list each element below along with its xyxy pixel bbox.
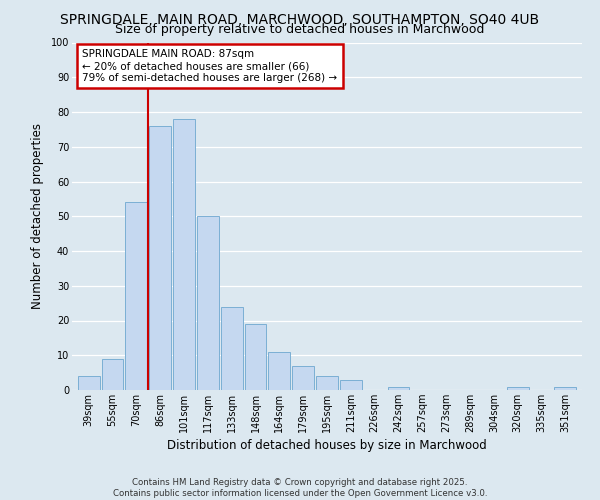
Bar bbox=[316, 376, 338, 390]
Bar bbox=[101, 358, 124, 390]
Bar bbox=[197, 216, 219, 390]
Bar bbox=[149, 126, 171, 390]
Bar bbox=[292, 366, 314, 390]
Bar bbox=[506, 386, 529, 390]
Bar bbox=[268, 352, 290, 390]
Bar bbox=[554, 386, 576, 390]
Text: SPRINGDALE, MAIN ROAD, MARCHWOOD, SOUTHAMPTON, SO40 4UB: SPRINGDALE, MAIN ROAD, MARCHWOOD, SOUTHA… bbox=[61, 12, 539, 26]
Bar bbox=[78, 376, 100, 390]
Bar bbox=[388, 386, 409, 390]
Bar bbox=[221, 306, 242, 390]
Text: Contains HM Land Registry data © Crown copyright and database right 2025.
Contai: Contains HM Land Registry data © Crown c… bbox=[113, 478, 487, 498]
X-axis label: Distribution of detached houses by size in Marchwood: Distribution of detached houses by size … bbox=[167, 439, 487, 452]
Bar bbox=[125, 202, 148, 390]
Bar bbox=[340, 380, 362, 390]
Text: Size of property relative to detached houses in Marchwood: Size of property relative to detached ho… bbox=[115, 22, 485, 36]
Text: SPRINGDALE MAIN ROAD: 87sqm
← 20% of detached houses are smaller (66)
79% of sem: SPRINGDALE MAIN ROAD: 87sqm ← 20% of det… bbox=[82, 50, 337, 82]
Bar bbox=[173, 119, 195, 390]
Bar bbox=[245, 324, 266, 390]
Y-axis label: Number of detached properties: Number of detached properties bbox=[31, 123, 44, 309]
